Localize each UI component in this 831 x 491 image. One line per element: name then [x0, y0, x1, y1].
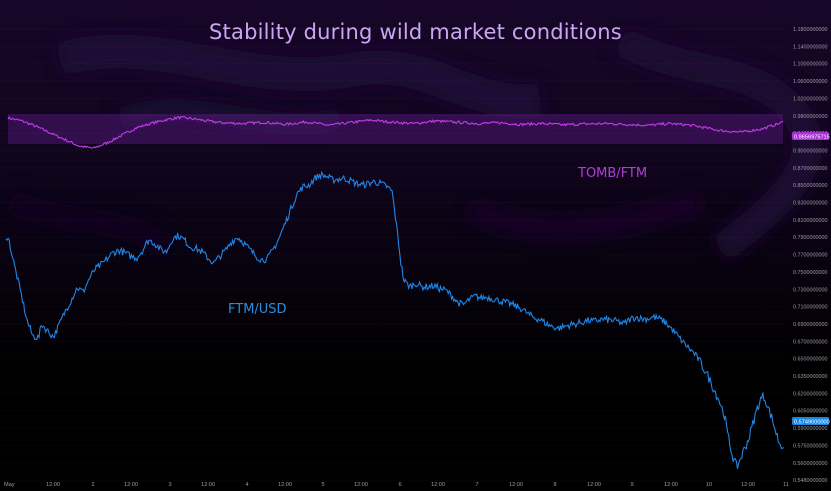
- y-tick-label: 0.6500000000: [793, 357, 827, 363]
- price-badge-bg: [792, 132, 829, 140]
- series-line-tomb-ftm: [7, 115, 784, 149]
- y-tick-label: 0.5750000000: [793, 443, 827, 449]
- series-label-ftm-usd: FTM/USD: [228, 302, 287, 317]
- y-tick-label: 1.0200000000: [793, 96, 827, 102]
- x-tick-label: 7: [475, 482, 478, 488]
- x-tick-label: 6: [398, 482, 401, 488]
- x-tick-label: 12:00: [664, 482, 678, 488]
- y-tick-label: 1.0600000000: [793, 79, 827, 85]
- y-tick-label: 0.8700000000: [793, 166, 827, 172]
- y-tick-label: 0.8500000000: [793, 183, 827, 189]
- y-tick-label: 0.5600000000: [793, 461, 827, 467]
- x-tick-label: 5: [321, 482, 324, 488]
- x-tick-label: 11: [783, 482, 789, 488]
- x-tick-label: 4: [245, 482, 248, 488]
- x-tick-label: 8: [553, 482, 556, 488]
- y-tick-label: 1.1800000000: [793, 27, 827, 33]
- x-tick-label: May: [4, 482, 15, 488]
- y-tick-label: 0.6200000000: [793, 391, 827, 397]
- x-tick-label: 10: [706, 482, 712, 488]
- y-tick-label: 0.6900000000: [793, 322, 827, 328]
- x-axis: May 12:00 2 12:00 3 12:00 4 12:00 5 12:00 6 12:00 7 1…: [4, 482, 789, 488]
- x-tick-label: 12:00: [46, 482, 60, 488]
- x-tick-label: 12:00: [201, 482, 215, 488]
- x-tick-label: 12:00: [741, 482, 755, 488]
- series-line-ftm-usd: [5, 170, 784, 469]
- swirl: [54, 34, 543, 119]
- y-tick-label: 0.7500000000: [793, 270, 827, 276]
- series-label-tomb-ftm: TOMB/FTM: [578, 166, 648, 181]
- x-tick-label: 12:00: [278, 482, 292, 488]
- stability-band: [8, 114, 783, 144]
- price-badge-text: 0.5749000000: [794, 420, 830, 426]
- swirl: [465, 188, 705, 241]
- y-tick-label: 0.6700000000: [793, 339, 827, 345]
- x-tick-label: 9: [630, 482, 633, 488]
- y-axis: 1.1800000000 1.1400000000 1.1000000000 1.06…: [793, 27, 827, 484]
- y-tick-label: 0.7700000000: [793, 253, 827, 259]
- y-tick-label: 0.5900000000: [793, 426, 827, 432]
- y-tick-label: 1.1400000000: [793, 44, 827, 50]
- x-tick-label: 3: [168, 482, 171, 488]
- x-tick-label: 12:00: [509, 482, 523, 488]
- y-tick-label: 0.9800000000: [793, 114, 827, 120]
- price-badge-ftm-usd: 0.5749000000: [792, 417, 830, 426]
- y-tick-label: 0.6350000000: [793, 374, 827, 380]
- x-tick-label: 12:00: [431, 482, 445, 488]
- x-tick-label: 12:00: [124, 482, 138, 488]
- y-tick-label: 0.5480000000: [793, 478, 827, 484]
- x-tick-label: 12:00: [354, 482, 368, 488]
- swirl: [3, 188, 179, 261]
- swirl: [612, 26, 823, 263]
- chart-title: Stability during wild market conditions: [209, 20, 622, 44]
- price-badge-text: 0.9656975715: [794, 135, 830, 141]
- y-tick-label: 0.9000000000: [793, 148, 827, 154]
- y-tick-label: 0.7300000000: [793, 287, 827, 293]
- y-tick-label: 0.8100000000: [793, 218, 827, 224]
- y-tick-label: 0.6050000000: [793, 409, 827, 415]
- x-tick-label: 2: [91, 482, 94, 488]
- y-tick-label: 1.1000000000: [793, 62, 827, 68]
- y-tick-label: 0.8300000000: [793, 201, 827, 207]
- x-tick-label: 12:00: [587, 482, 601, 488]
- background-swirls: [3, 26, 823, 263]
- gridlines: [0, 29, 788, 480]
- y-tick-label: 0.7900000000: [793, 235, 827, 241]
- price-badge-bg: [792, 417, 829, 425]
- price-badge-tomb-ftm: 0.9656975715: [792, 132, 830, 141]
- y-tick-label: 0.7100000000: [793, 305, 827, 311]
